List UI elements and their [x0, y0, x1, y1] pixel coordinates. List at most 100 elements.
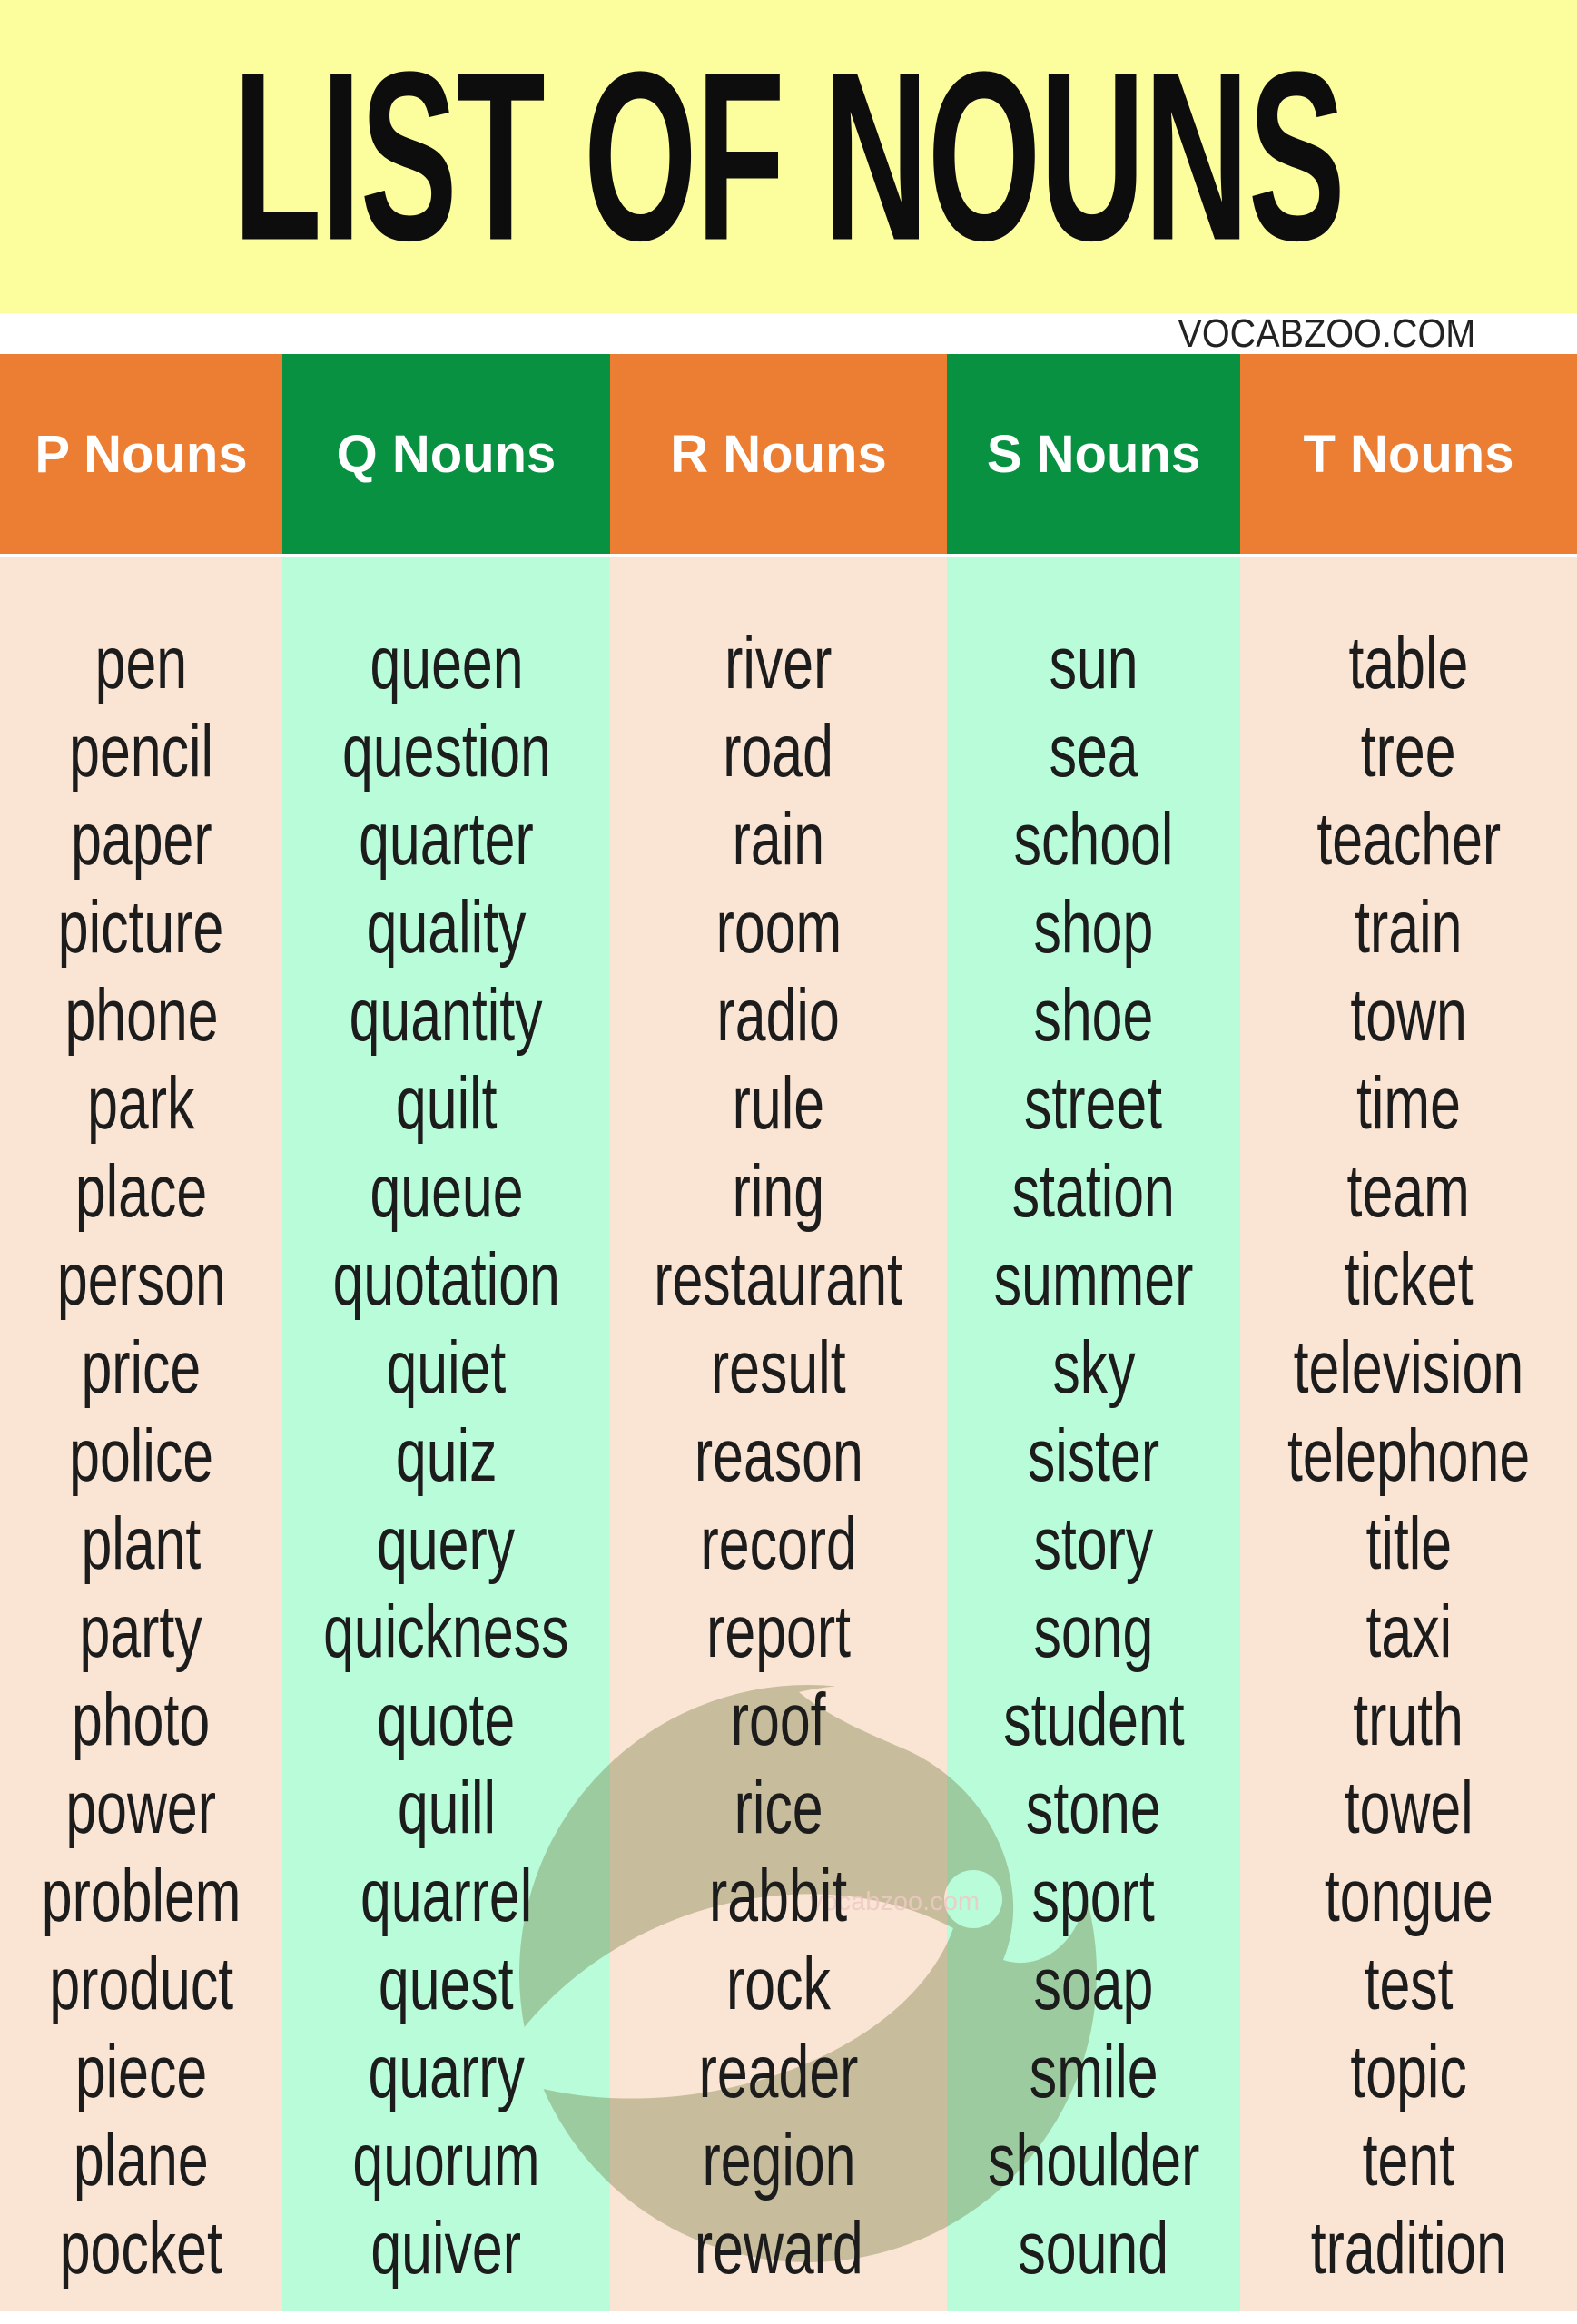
word-item: team [1346, 1148, 1471, 1233]
word-item: quiet [386, 1324, 507, 1409]
word-item: time [1356, 1060, 1461, 1145]
word-item: quotation [332, 1236, 560, 1321]
word-item: quill [397, 1765, 496, 1849]
word-item: title [1365, 1501, 1452, 1585]
column-background-q [282, 557, 610, 2311]
word-item: result [711, 1324, 846, 1409]
word-item: quarry [368, 2029, 525, 2113]
poster-title: LIST OF NOUNS [232, 22, 1345, 291]
word-item: pen [94, 620, 188, 704]
word-item: table [1348, 620, 1469, 704]
word-column-q: queen question quarter quality quantity quilt… [282, 557, 610, 2311]
column-header-row: P Nouns Q Nouns R Nouns S Nouns T Nouns [0, 354, 1577, 554]
word-item: plant [81, 1501, 202, 1585]
title-banner: LIST OF NOUNS [0, 0, 1577, 313]
word-item: plane [74, 2117, 209, 2201]
word-list-t: table tree teacher train town time team ticket t… [1240, 619, 1577, 2292]
word-item: picture [58, 884, 224, 969]
column-background-t [1240, 557, 1577, 2311]
word-item: photo [72, 1677, 211, 1761]
columns-body: vocabzoo.com pen pencil paper picture phone p… [0, 557, 1577, 2324]
word-item: rice [734, 1765, 823, 1849]
word-item: party [79, 1589, 203, 1673]
word-item: restaurant [654, 1236, 903, 1321]
word-item: rabbit [709, 1853, 848, 1937]
word-item: tradition [1310, 2205, 1507, 2290]
word-item: tent [1362, 2117, 1455, 2201]
word-item: reason [694, 1413, 863, 1497]
word-item: quality [366, 884, 527, 969]
word-item: quickness [323, 1589, 569, 1673]
word-item: radio [716, 972, 841, 1057]
column-background-p [0, 557, 282, 2311]
word-column-t: table tree teacher train town time team ticket t… [1240, 557, 1577, 2311]
word-item: sport [1031, 1853, 1156, 1937]
word-item: song [1033, 1589, 1154, 1673]
word-column-s: sun sea school shop shoe street station summer s… [947, 557, 1240, 2311]
word-item: school [1013, 796, 1174, 881]
word-item: truth [1353, 1677, 1464, 1761]
bottom-strip [0, 2311, 1577, 2324]
word-item: quorum [352, 2117, 540, 2201]
word-item: pencil [69, 708, 213, 793]
word-item: towel [1344, 1765, 1474, 1849]
word-item: teacher [1316, 796, 1501, 881]
word-columns: pen pencil paper picture phone park place perso… [0, 557, 1577, 2311]
word-list-s: sun sea school shop shoe street station summer s… [947, 619, 1240, 2292]
word-item: ring [732, 1148, 825, 1233]
word-item: street [1024, 1060, 1163, 1145]
word-item: quest [379, 1941, 514, 2025]
word-item: train [1355, 884, 1463, 969]
site-band: VOCABZOO.COM [0, 311, 1577, 356]
word-item: sky [1051, 1324, 1136, 1409]
word-item: queue [369, 1148, 524, 1233]
word-item: place [74, 1148, 208, 1233]
word-list-q: queen question quarter quality quantity quilt… [282, 619, 610, 2292]
word-item: quantity [350, 972, 543, 1057]
column-header-r-nouns: R Nouns [610, 354, 947, 554]
word-column-r: river road rain room radio rule ring restaurant… [610, 557, 947, 2311]
word-item: phone [64, 972, 219, 1057]
word-item: stone [1026, 1765, 1161, 1849]
word-item: region [701, 2117, 856, 2201]
word-item: soap [1033, 1941, 1154, 2025]
word-item: test [1364, 1941, 1454, 2025]
word-item: reader [698, 2029, 859, 2113]
word-item: park [87, 1060, 195, 1145]
column-header-t-nouns: T Nouns [1240, 354, 1577, 554]
word-item: query [377, 1501, 516, 1585]
word-item: ticket [1344, 1236, 1474, 1321]
word-item: rule [732, 1060, 825, 1145]
word-item: topic [1350, 2029, 1467, 2113]
word-item: shop [1033, 884, 1154, 969]
word-item: power [65, 1765, 217, 1849]
word-item: television [1293, 1324, 1524, 1409]
word-item: town [1350, 972, 1467, 1057]
word-item: summer [993, 1236, 1194, 1321]
column-header-p-nouns: P Nouns [0, 354, 282, 554]
word-item: reward [694, 2205, 863, 2290]
word-item: station [1011, 1148, 1176, 1233]
column-header-s-nouns: S Nouns [947, 354, 1240, 554]
word-item: story [1033, 1501, 1154, 1585]
word-column-p: pen pencil paper picture phone park place perso… [0, 557, 282, 2311]
word-item: person [56, 1236, 226, 1321]
word-item: room [715, 884, 842, 969]
word-item: paper [70, 796, 212, 881]
word-item: problem [41, 1853, 241, 1937]
word-list-r: river road rain room radio rule ring restaurant… [610, 619, 947, 2292]
word-item: quarrel [360, 1853, 533, 1937]
word-item: sun [1049, 620, 1138, 704]
word-item: quiz [395, 1413, 498, 1497]
word-item: sister [1027, 1413, 1160, 1497]
word-item: question [341, 708, 551, 793]
word-item: river [724, 620, 833, 704]
word-item: rain [732, 796, 825, 881]
column-background-r [610, 557, 947, 2311]
word-item: record [700, 1501, 857, 1585]
word-item: student [1002, 1677, 1185, 1761]
column-background-s [947, 557, 1240, 2311]
word-item: piece [74, 2029, 208, 2113]
word-item: pocket [59, 2205, 223, 2290]
